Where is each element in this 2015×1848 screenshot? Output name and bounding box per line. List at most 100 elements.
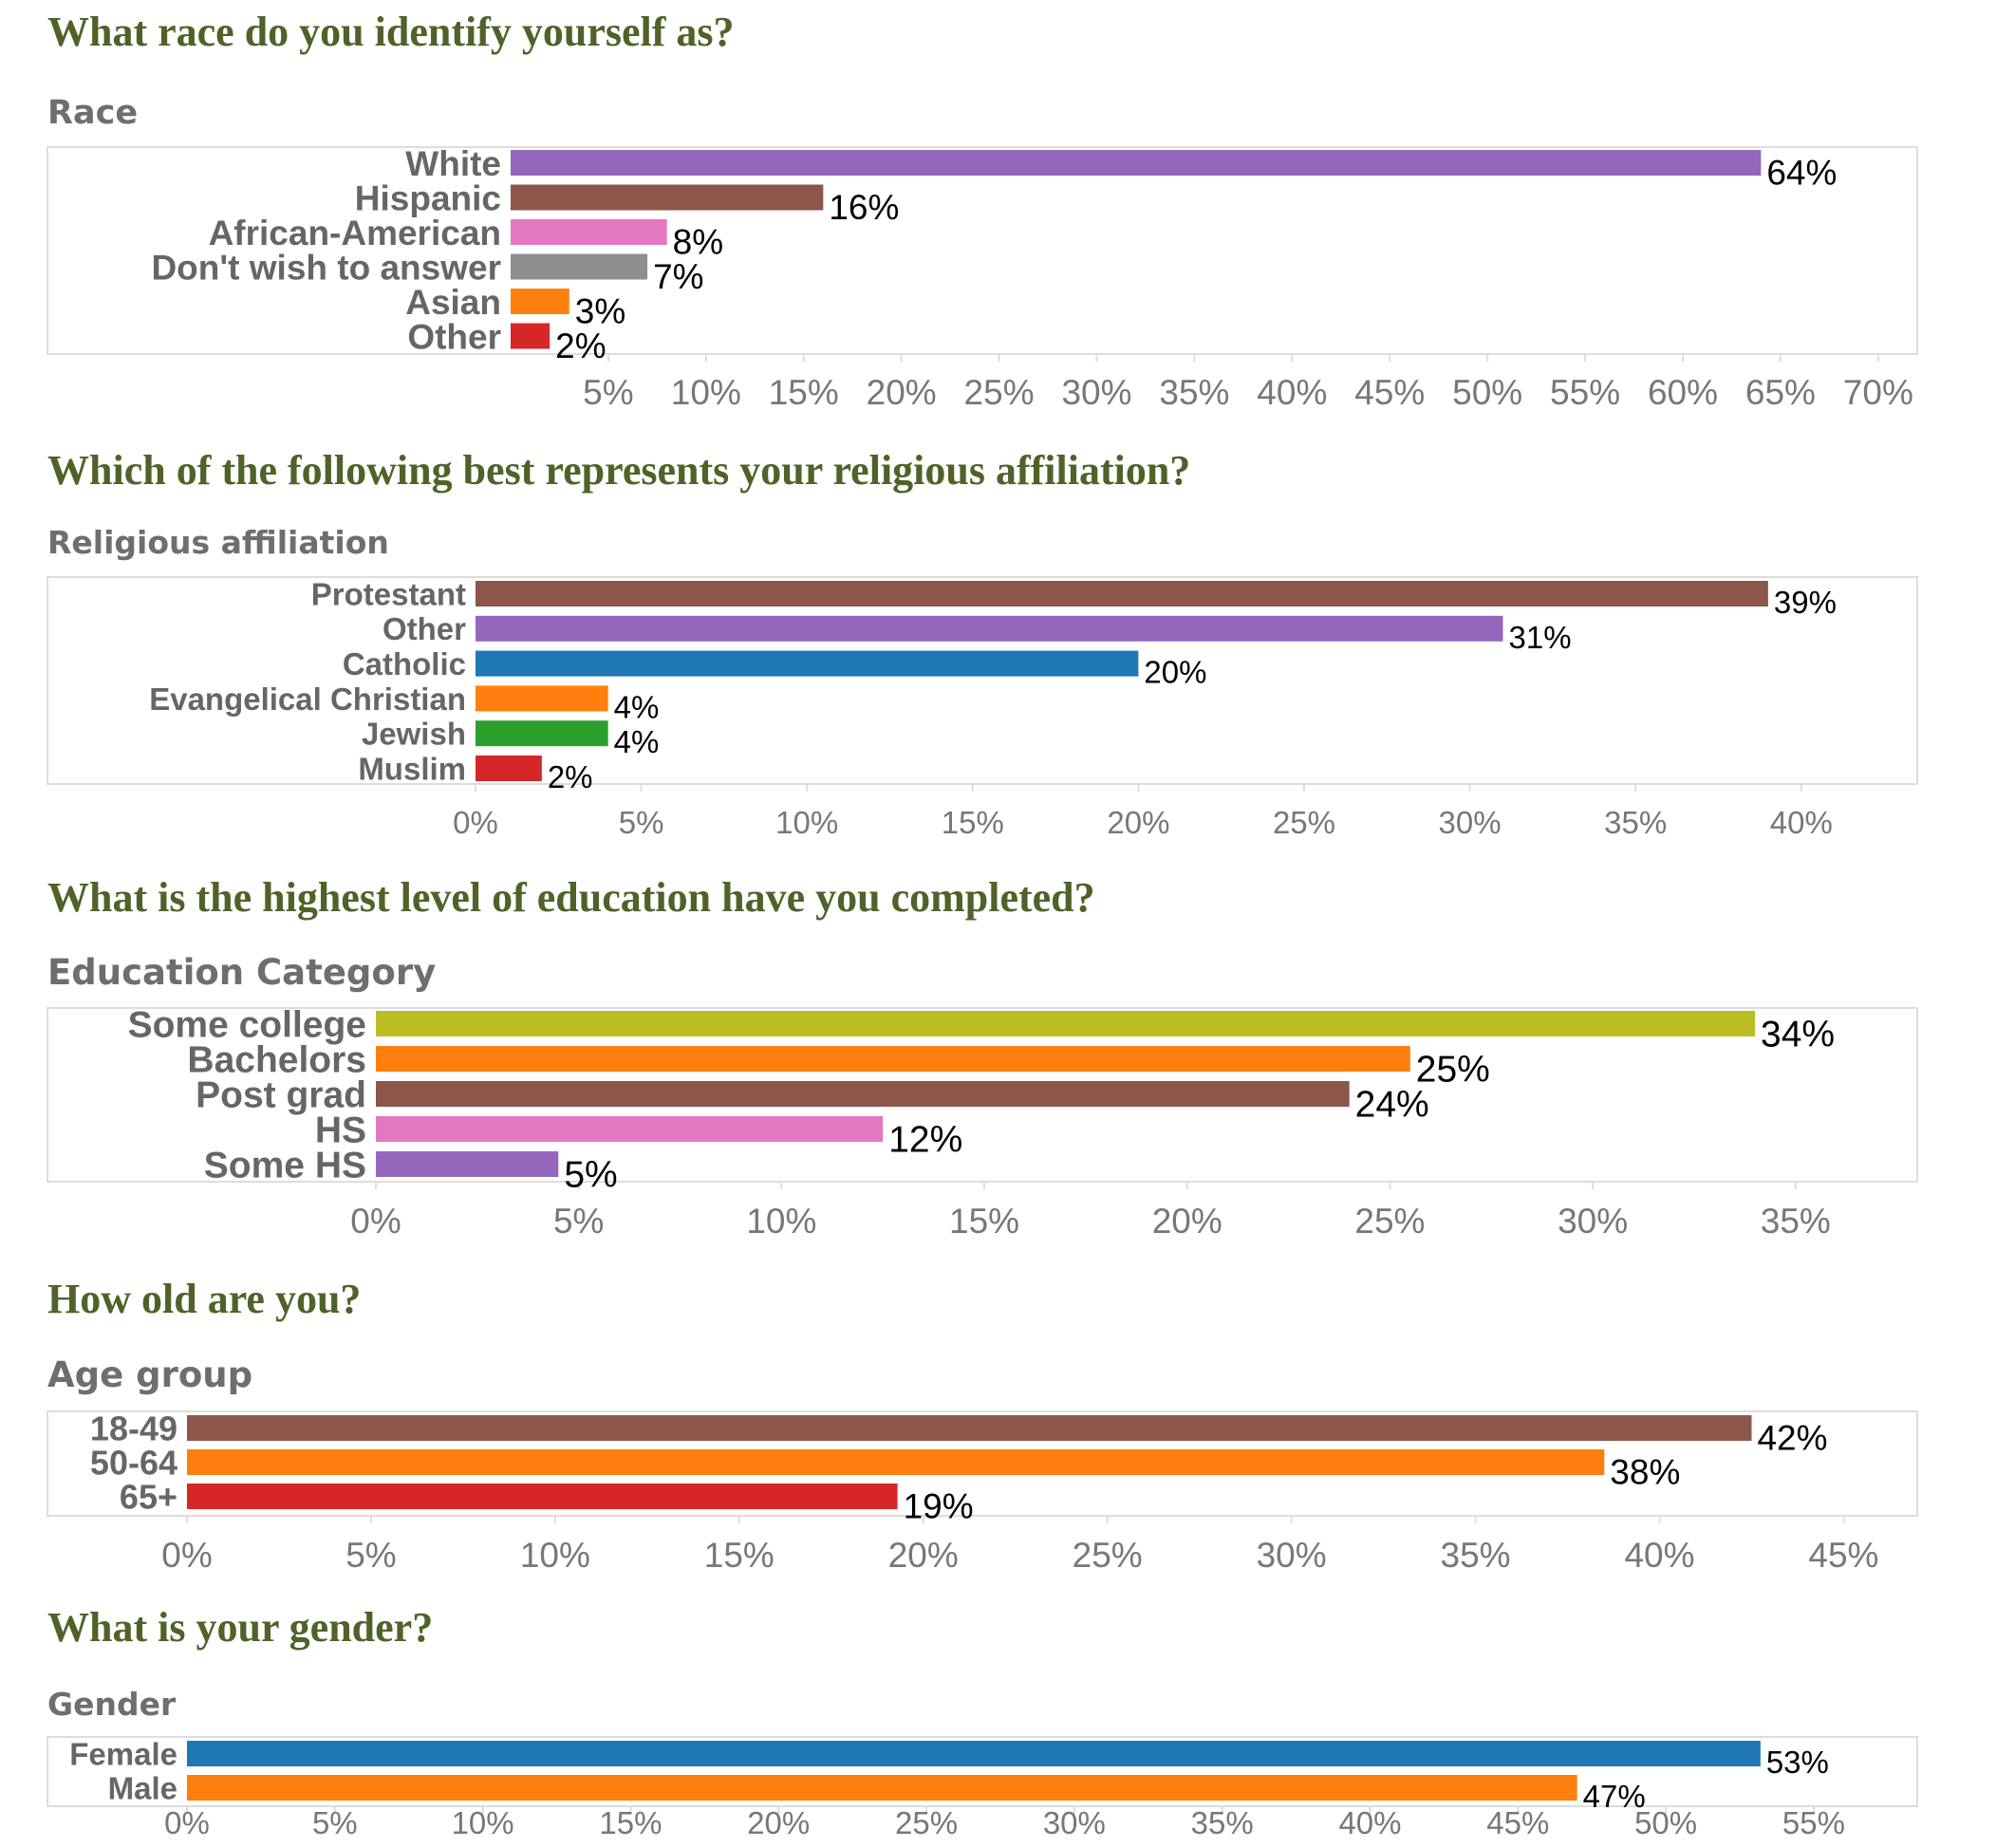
- chart-title: Which of the following best represents y…: [47, 447, 1190, 494]
- data-label: 5%: [564, 1155, 617, 1196]
- data-label: 31%: [1509, 620, 1572, 655]
- tick-label: 10%: [671, 373, 741, 412]
- data-label: 39%: [1774, 585, 1837, 620]
- tick-label: 5%: [553, 1202, 604, 1241]
- data-label: 34%: [1761, 1015, 1835, 1055]
- tick-label: 5%: [345, 1536, 396, 1575]
- bar: [511, 323, 550, 349]
- bar: [187, 1415, 1752, 1441]
- tick-label: 25%: [964, 373, 1035, 412]
- tick-label: 45%: [1808, 1536, 1878, 1575]
- data-label: 25%: [1416, 1050, 1490, 1091]
- bar: [476, 756, 542, 781]
- category-label: Evangelical Christian: [149, 681, 466, 717]
- data-label: 7%: [653, 257, 703, 296]
- category-label: Hispanic: [355, 178, 501, 217]
- bar: [376, 1046, 1410, 1072]
- tick-label: 50%: [1452, 373, 1522, 412]
- data-label: 3%: [575, 291, 625, 330]
- tick-label: 35%: [1761, 1202, 1831, 1241]
- chart-title: What is the highest level of education h…: [47, 874, 1095, 921]
- tick-label: 35%: [1159, 373, 1229, 412]
- tick-label: 15%: [942, 805, 1004, 840]
- category-label: 50-64: [90, 1443, 177, 1482]
- axis-label: Gender: [47, 1686, 177, 1723]
- tick-label: 15%: [599, 1805, 662, 1840]
- category-label: Some college: [128, 1005, 366, 1046]
- tick-label: 35%: [1191, 1805, 1254, 1840]
- tick-label: 10%: [520, 1536, 590, 1575]
- category-label: Asian: [405, 283, 501, 322]
- chart-panel-1: What race do you identify yourself as? Ra…: [47, 9, 1918, 412]
- bar: [511, 184, 824, 211]
- bar: [376, 1081, 1350, 1107]
- bar: [511, 150, 1762, 176]
- bar: [511, 253, 648, 280]
- tick-label: 10%: [775, 805, 838, 840]
- data-label: 38%: [1610, 1452, 1680, 1491]
- category-label: Post grad: [196, 1075, 366, 1116]
- bar: [187, 1775, 1577, 1801]
- axis-label: Religious affiliation: [47, 524, 389, 561]
- data-label: 12%: [888, 1120, 962, 1161]
- tick-label: 40%: [1257, 373, 1327, 412]
- bar: [187, 1741, 1761, 1766]
- tick-label: 40%: [1770, 805, 1833, 840]
- bar: [187, 1484, 898, 1509]
- axis-label: Age group: [47, 1354, 252, 1395]
- chart-panel-4: How old are you? Age group 0% 5% 10% 15% 20% 25…: [47, 1276, 1918, 1575]
- tick-label: 65%: [1745, 373, 1816, 412]
- data-label: 42%: [1757, 1418, 1827, 1457]
- chart-title: How old are you?: [47, 1276, 361, 1322]
- tick-label: 30%: [1043, 1805, 1106, 1840]
- data-label: 2%: [555, 327, 606, 365]
- category-label: 65+: [120, 1477, 177, 1516]
- tick-label: 15%: [704, 1536, 774, 1575]
- bar: [376, 1116, 884, 1142]
- bar: [476, 650, 1139, 677]
- tick-label: 5%: [583, 373, 633, 412]
- data-label: 47%: [1583, 1779, 1646, 1814]
- tick-label: 55%: [1550, 373, 1620, 412]
- tick-label: 35%: [1604, 805, 1667, 840]
- tick-label: 70%: [1843, 373, 1913, 412]
- tick-label: 10%: [746, 1202, 816, 1241]
- plot-frame: [47, 576, 1918, 785]
- tick-label: 30%: [1439, 805, 1502, 840]
- tick-label: 30%: [1257, 1536, 1327, 1575]
- data-label: 20%: [1144, 655, 1206, 690]
- tick-label: 20%: [1107, 805, 1169, 840]
- axis-label: Race: [47, 94, 138, 132]
- tick-label: 10%: [452, 1805, 514, 1840]
- tick-label: 25%: [1354, 1202, 1425, 1241]
- tick-label: 55%: [1782, 1805, 1845, 1840]
- category-label: Bachelors: [187, 1040, 366, 1081]
- tick-label: 60%: [1648, 373, 1718, 412]
- chart-panel-5: What is your gender? Gender 0% 5% 10% 15% 20% 2…: [47, 1604, 1918, 1840]
- plot-frame: [47, 146, 1918, 355]
- bar: [187, 1449, 1605, 1475]
- category-label: Some HS: [204, 1146, 366, 1186]
- category-label: 18-49: [90, 1409, 177, 1447]
- tick-label: 20%: [1152, 1202, 1222, 1241]
- tick-label: 0%: [350, 1202, 401, 1241]
- data-label: 53%: [1766, 1745, 1829, 1780]
- category-label: Don't wish to answer: [151, 248, 501, 287]
- chart-panel-3: What is the highest level of education h…: [47, 874, 1918, 1241]
- bar: [511, 219, 667, 245]
- tick-label: 25%: [1073, 1536, 1143, 1575]
- tick-label: 50%: [1634, 1805, 1697, 1840]
- category-label: African-American: [209, 214, 501, 252]
- category-label: Male: [108, 1770, 177, 1805]
- tick-label: 15%: [949, 1202, 1019, 1241]
- data-label: 4%: [614, 724, 660, 759]
- data-label: 24%: [1355, 1085, 1429, 1126]
- tick-label: 5%: [619, 805, 664, 840]
- tick-label: 45%: [1486, 1805, 1549, 1840]
- tick-label: 20%: [888, 1536, 959, 1575]
- category-label: Jewish: [362, 717, 466, 752]
- data-label: 19%: [904, 1486, 974, 1525]
- tick-label: 30%: [1061, 373, 1131, 412]
- data-label: 4%: [614, 689, 660, 724]
